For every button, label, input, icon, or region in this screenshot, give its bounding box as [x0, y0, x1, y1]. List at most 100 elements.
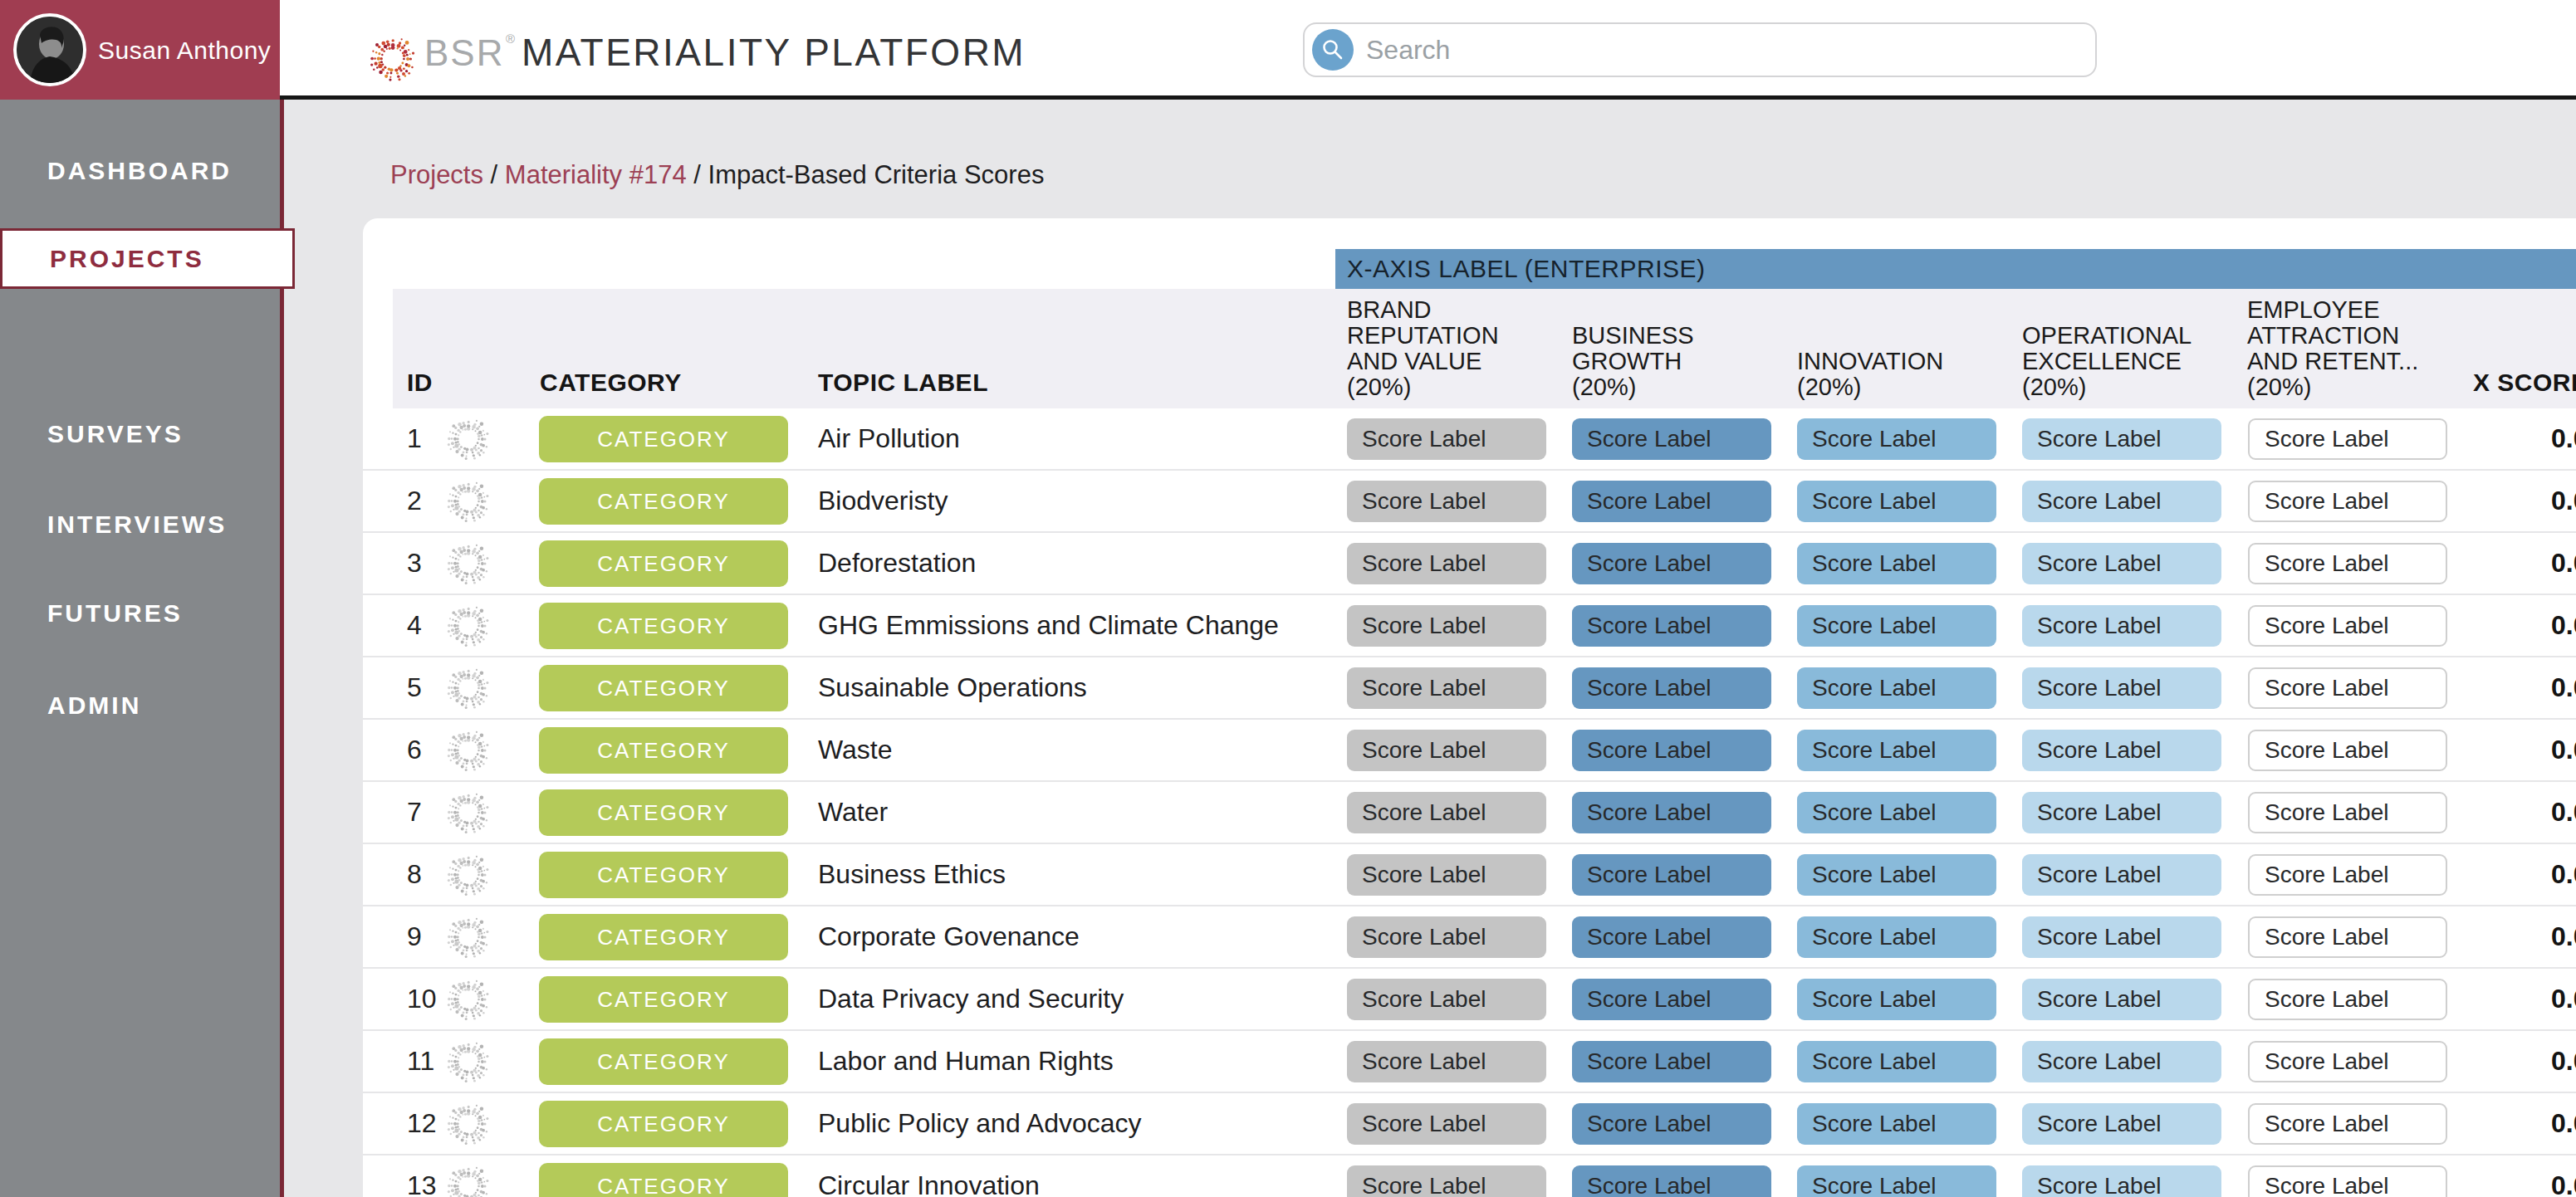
sidebar-item-futures[interactable]: FUTURES [47, 597, 183, 630]
score-label-button[interactable]: Score Label [1572, 1041, 1771, 1082]
score-label-button[interactable]: Score Label [2248, 667, 2447, 709]
score-label-button[interactable]: Score Label [1572, 605, 1771, 647]
score-label-button[interactable]: Score Label [1797, 916, 1996, 958]
category-badge: CATEGORY [539, 789, 788, 836]
breadcrumb-link[interactable]: Projects [390, 160, 483, 189]
score-label-button[interactable]: Score Label [1797, 418, 1996, 460]
spinner-icon [445, 603, 492, 649]
score-label-button[interactable]: Score Label [2248, 1165, 2447, 1197]
sidebar-item-projects[interactable]: PROJECTS [0, 228, 295, 289]
score-label-button[interactable]: Score Label [1347, 1165, 1546, 1197]
user-block[interactable]: Susan Anthony [0, 0, 280, 100]
row-id: 1 [407, 408, 422, 469]
score-label-button[interactable]: Score Label [1572, 1165, 1771, 1197]
score-label-button[interactable]: Score Label [1347, 979, 1546, 1020]
score-label-button[interactable]: Score Label [2022, 481, 2221, 522]
score-label-button[interactable]: Score Label [2248, 543, 2447, 584]
score-label-button[interactable]: Score Label [1347, 1041, 1546, 1082]
score-label-button[interactable]: Score Label [2022, 1103, 2221, 1145]
score-label-button[interactable]: Score Label [1572, 854, 1771, 896]
score-label-button[interactable]: Score Label [2248, 1103, 2447, 1145]
score-label-button[interactable]: Score Label [1347, 1103, 1546, 1145]
score-label-button[interactable]: Score Label [2248, 854, 2447, 896]
x-score-value: 0.0 [2551, 1031, 2576, 1092]
score-label-button[interactable]: Score Label [1347, 916, 1546, 958]
score-label-button[interactable]: Score Label [2022, 1041, 2221, 1082]
score-label-button[interactable]: Score Label [2022, 730, 2221, 771]
score-label-button[interactable]: Score Label [2248, 792, 2447, 833]
score-label-button[interactable]: Score Label [1572, 667, 1771, 709]
topic-label: Waste [818, 720, 893, 780]
score-label-button[interactable]: Score Label [1572, 792, 1771, 833]
score-label-button[interactable]: Score Label [1797, 1165, 1996, 1197]
breadcrumb-current: Impact-Based Criteria Scores [708, 160, 1045, 189]
score-label-button[interactable]: Score Label [1797, 1041, 1996, 1082]
score-label-button[interactable]: Score Label [1797, 481, 1996, 522]
score-label-button[interactable]: Score Label [2022, 543, 2221, 584]
category-badge: CATEGORY [539, 727, 788, 774]
score-label-button[interactable]: Score Label [2248, 916, 2447, 958]
score-label-button[interactable]: Score Label [1797, 1103, 1996, 1145]
score-label-button[interactable]: Score Label [1347, 418, 1546, 460]
category-badge: CATEGORY [539, 1163, 788, 1197]
score-label-button[interactable]: Score Label [2248, 979, 2447, 1020]
sidebar-item-dashboard[interactable]: DASHBOARD [47, 154, 232, 188]
x-score-value: 0.0 [2551, 1093, 2576, 1154]
category-badge: CATEGORY [539, 914, 788, 960]
score-label-button[interactable]: Score Label [1797, 854, 1996, 896]
score-label-button[interactable]: Score Label [1572, 979, 1771, 1020]
score-label-button[interactable]: Score Label [2022, 792, 2221, 833]
score-label-button[interactable]: Score Label [1797, 792, 1996, 833]
search-input[interactable] [1366, 24, 2080, 76]
sidebar-item-surveys[interactable]: SURVEYS [47, 418, 184, 451]
score-label-button[interactable]: Score Label [1347, 792, 1546, 833]
score-column-header: BUSINESSGROWTH(20%) [1572, 289, 1780, 408]
table-card: X-AXIS LABEL (ENTERPRISE) ID CATEGORY TO… [363, 218, 2576, 1197]
breadcrumb-link[interactable]: Materiality #174 [505, 160, 687, 189]
table-row: 2 CATEGORY Biodveristy 0.0 Score LabelSc… [363, 471, 2576, 533]
score-label-button[interactable]: Score Label [2248, 481, 2447, 522]
score-label-button[interactable]: Score Label [1797, 543, 1996, 584]
score-label-button[interactable]: Score Label [1347, 543, 1546, 584]
score-label-button[interactable]: Score Label [1572, 418, 1771, 460]
score-label-button[interactable]: Score Label [1572, 481, 1771, 522]
score-label-button[interactable]: Score Label [1347, 667, 1546, 709]
row-id: 5 [407, 657, 422, 718]
sidebar-item-admin[interactable]: ADMIN [47, 689, 141, 722]
score-label-button[interactable]: Score Label [2022, 667, 2221, 709]
score-label-button[interactable]: Score Label [2248, 1041, 2447, 1082]
score-label-button[interactable]: Score Label [2022, 854, 2221, 896]
score-label-button[interactable]: Score Label [2248, 730, 2447, 771]
table-row: 1 CATEGORY Air Pollution 0.0 Score Label… [363, 408, 2576, 471]
score-label-button[interactable]: Score Label [1572, 543, 1771, 584]
table-row: 8 CATEGORY Business Ethics 0.0 Score Lab… [363, 844, 2576, 906]
score-label-button[interactable]: Score Label [1347, 730, 1546, 771]
score-label-button[interactable]: Score Label [1797, 605, 1996, 647]
score-label-button[interactable]: Score Label [1572, 1103, 1771, 1145]
table-row: 6 CATEGORY Waste 0.0 Score LabelScore La… [363, 720, 2576, 782]
spinner-icon [445, 540, 492, 587]
score-label-button[interactable]: Score Label [1797, 667, 1996, 709]
score-label-button[interactable]: Score Label [2248, 418, 2447, 460]
score-label-button[interactable]: Score Label [1572, 916, 1771, 958]
logo-registered-mark: ® [506, 32, 515, 46]
score-label-button[interactable]: Score Label [2022, 1165, 2221, 1197]
score-label-button[interactable]: Score Label [2022, 605, 2221, 647]
category-badge: CATEGORY [539, 540, 788, 587]
score-label-button[interactable]: Score Label [2022, 418, 2221, 460]
app-root: Susan Anthony BSR ® MATERIALITY PLATFORM… [0, 0, 2576, 1197]
score-label-button[interactable]: Score Label [1347, 605, 1546, 647]
score-label-button[interactable]: Score Label [2022, 916, 2221, 958]
score-label-button[interactable]: Score Label [2022, 979, 2221, 1020]
search-box[interactable] [1303, 22, 2097, 77]
x-score-value: 0.0 [2551, 969, 2576, 1029]
score-label-button[interactable]: Score Label [2248, 605, 2447, 647]
sidebar-item-interviews[interactable]: INTERVIEWS [47, 508, 227, 541]
score-label-button[interactable]: Score Label [1572, 730, 1771, 771]
score-label-button[interactable]: Score Label [1347, 481, 1546, 522]
score-label-button[interactable]: Score Label [1347, 854, 1546, 896]
score-label-button[interactable]: Score Label [1797, 730, 1996, 771]
spinner-icon [445, 1038, 492, 1085]
score-label-button[interactable]: Score Label [1797, 979, 1996, 1020]
category-badge: CATEGORY [539, 665, 788, 711]
